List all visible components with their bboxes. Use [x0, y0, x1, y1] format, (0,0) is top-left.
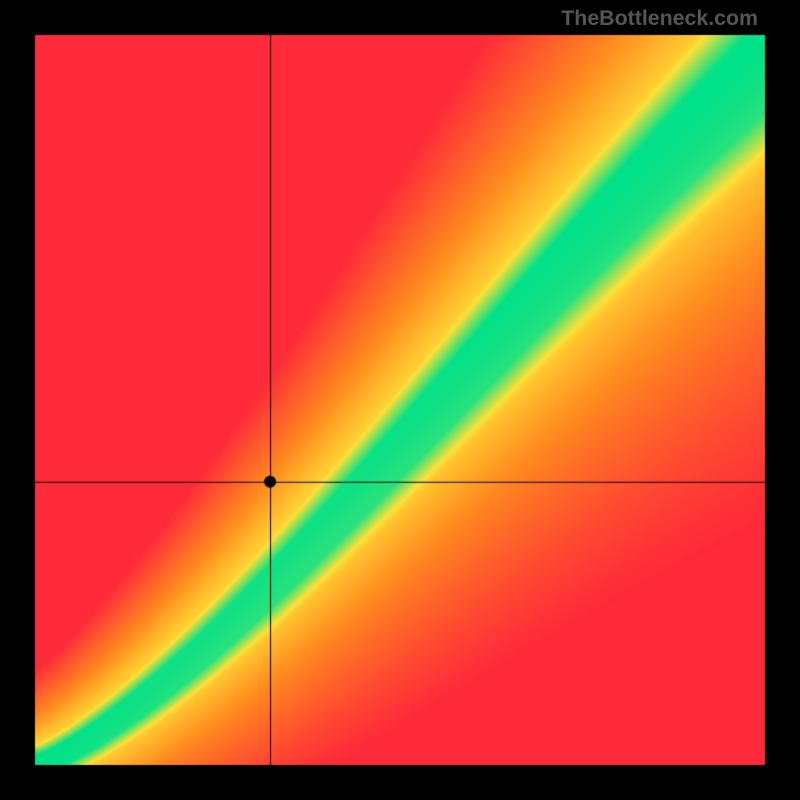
chart-container: { "watermark": { "text": "TheBottleneck.… — [0, 0, 800, 800]
bottleneck-heatmap-canvas — [0, 0, 800, 800]
watermark-text: TheBottleneck.com — [561, 6, 758, 31]
